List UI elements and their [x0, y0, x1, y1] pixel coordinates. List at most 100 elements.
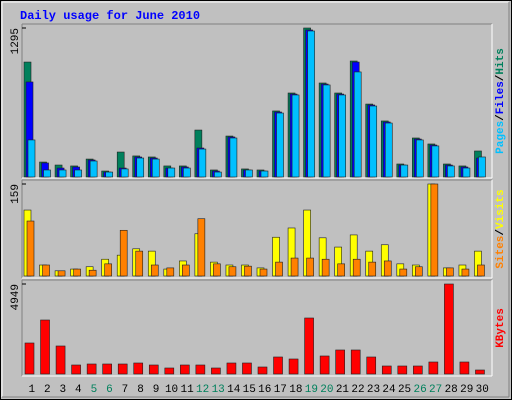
bar	[57, 270, 66, 277]
bar	[183, 167, 191, 178]
bar	[383, 260, 392, 277]
legend-separator: /	[495, 229, 507, 236]
x-tick-label: 10	[165, 384, 178, 396]
bar	[164, 367, 175, 375]
bar	[368, 261, 377, 277]
bar	[430, 183, 439, 277]
bar	[350, 349, 361, 375]
bar	[151, 158, 160, 178]
bar	[413, 365, 423, 375]
bar	[338, 94, 346, 178]
bar	[257, 366, 268, 375]
x-tick-label: 19	[305, 384, 318, 396]
bar	[119, 229, 128, 277]
bar	[478, 156, 486, 178]
bar	[290, 257, 299, 277]
bar	[319, 355, 330, 375]
x-tick-label: 1	[28, 384, 35, 396]
x-tick-label: 16	[258, 384, 271, 396]
bar	[475, 369, 485, 375]
bar	[400, 164, 409, 178]
bar	[55, 345, 66, 375]
bar	[135, 250, 144, 277]
bar	[304, 317, 314, 375]
x-tick-label: 12	[196, 384, 209, 396]
bar	[399, 268, 408, 277]
bar	[384, 122, 393, 178]
chart-title: Daily usage for June 2010	[20, 9, 200, 23]
bar	[447, 165, 455, 178]
legend-entry: Hits	[495, 48, 507, 74]
bar	[245, 169, 253, 178]
x-tick-label: 4	[75, 384, 82, 396]
bar	[260, 170, 269, 178]
legend: KBytes	[495, 308, 507, 348]
x-tick-label: 20	[320, 384, 333, 396]
x-tick-label: 5	[91, 384, 98, 396]
legend-entry: Files	[495, 81, 507, 114]
x-tick-label: 9	[153, 384, 160, 396]
x-tick-label: 27	[429, 384, 442, 396]
legend: Pages/Files/Hits	[495, 48, 507, 154]
bar	[352, 258, 361, 277]
bar	[89, 160, 98, 178]
x-tick-label: 25	[398, 384, 411, 396]
bar	[459, 361, 470, 375]
bar	[42, 264, 50, 277]
plot-area	[22, 180, 492, 278]
x-tick-label: 24	[382, 384, 396, 396]
bar	[431, 145, 440, 178]
x-tick-label: 22	[351, 384, 364, 396]
x-tick-label: 2	[44, 384, 51, 396]
bar	[150, 264, 159, 277]
y-tick-label: 159	[10, 184, 22, 204]
x-tick-label: 21	[336, 384, 350, 396]
bar	[428, 361, 439, 375]
x-tick-label: 17	[274, 384, 287, 396]
bar	[105, 171, 113, 178]
bar	[166, 267, 175, 277]
bar	[182, 264, 190, 277]
bar	[104, 263, 112, 277]
y-tick-label: 4949	[10, 284, 22, 310]
x-tick-label: 11	[180, 384, 194, 396]
bar	[27, 139, 36, 178]
bar	[43, 169, 51, 178]
bar	[88, 269, 97, 277]
bar	[198, 148, 207, 178]
bar	[148, 364, 159, 375]
bar	[477, 264, 485, 277]
legend-entry: KBytes	[495, 308, 507, 348]
bar	[133, 362, 144, 375]
bar	[136, 157, 145, 178]
bar	[197, 218, 206, 277]
bar	[195, 364, 206, 375]
bar	[337, 263, 345, 277]
legend: Sites/Visits	[495, 189, 507, 268]
bar	[259, 268, 268, 277]
bar	[446, 267, 454, 277]
bar	[229, 137, 238, 178]
bar	[397, 365, 408, 375]
legend-separator: /	[495, 114, 507, 121]
x-tick-label: 29	[460, 384, 473, 396]
bar	[461, 268, 470, 277]
bar	[307, 30, 315, 178]
bar	[71, 364, 81, 375]
bar	[273, 356, 283, 375]
bar	[213, 263, 221, 277]
x-tick-label: 26	[413, 384, 426, 396]
bar	[40, 319, 50, 375]
bar	[321, 258, 330, 277]
bar	[275, 261, 283, 277]
bar	[86, 363, 97, 375]
bar	[369, 105, 378, 178]
legend-entry: Pages	[495, 121, 507, 154]
bar	[58, 169, 67, 178]
x-tick-label: 14	[227, 384, 241, 396]
x-tick-label: 30	[476, 384, 489, 396]
x-tick-label: 15	[243, 384, 256, 396]
x-tick-label: 6	[106, 384, 113, 396]
plot-area	[22, 280, 492, 376]
